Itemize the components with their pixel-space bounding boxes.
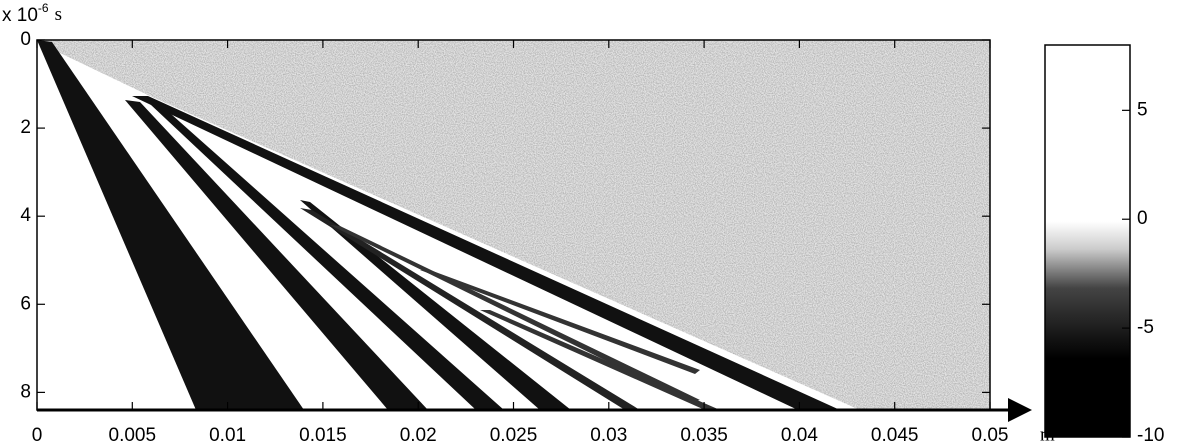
y-tick-label: 6 (20, 293, 31, 314)
colorbar-tick-label: 0 (1137, 208, 1148, 229)
wave-band (300, 208, 640, 410)
x-tick-label: 0.05 (972, 425, 1009, 446)
wave-band (420, 270, 700, 374)
colorbar (1044, 44, 1131, 438)
y-tick-label: 8 (20, 381, 31, 402)
wave-band (480, 310, 720, 410)
axes: 0 0.005 0.01 0.015 0.02 0.025 0.03 0.035 0.04 0.0… (20, 29, 1164, 446)
wave-band (330, 225, 700, 402)
x-tick-label: 0.02 (400, 425, 437, 446)
x-tick-label: 0.015 (299, 425, 347, 446)
wave-band (132, 96, 840, 410)
x-tick-label: 0.025 (490, 425, 538, 446)
x-tick-label: 0.045 (871, 425, 919, 446)
x-tick-label: 0.005 (109, 425, 157, 446)
colorbar-tick-label: -5 (1137, 317, 1154, 338)
colorbar-tick-label: 5 (1137, 99, 1148, 120)
wave-band (37, 40, 304, 410)
noise-grain (37, 40, 990, 410)
x-tick-label: 0.035 (680, 425, 728, 446)
y-tick-label: 0 (20, 29, 31, 50)
wave-band (300, 200, 571, 410)
wave-band (150, 104, 504, 410)
y-tick-label: 4 (20, 205, 31, 226)
x-arrow (1008, 398, 1032, 422)
x-tick-label: 0.04 (781, 425, 818, 446)
wave-band (125, 100, 428, 410)
y-tick-label: 2 (20, 117, 31, 138)
y-label: x 10-6 s (2, 1, 62, 26)
colorbar-tick-label: -10 (1137, 425, 1164, 446)
image (37, 40, 990, 410)
x-tick-label: 0 (32, 425, 43, 446)
x-tick-label: 0.01 (209, 425, 246, 446)
x-tick-label: 0.03 (590, 425, 627, 446)
